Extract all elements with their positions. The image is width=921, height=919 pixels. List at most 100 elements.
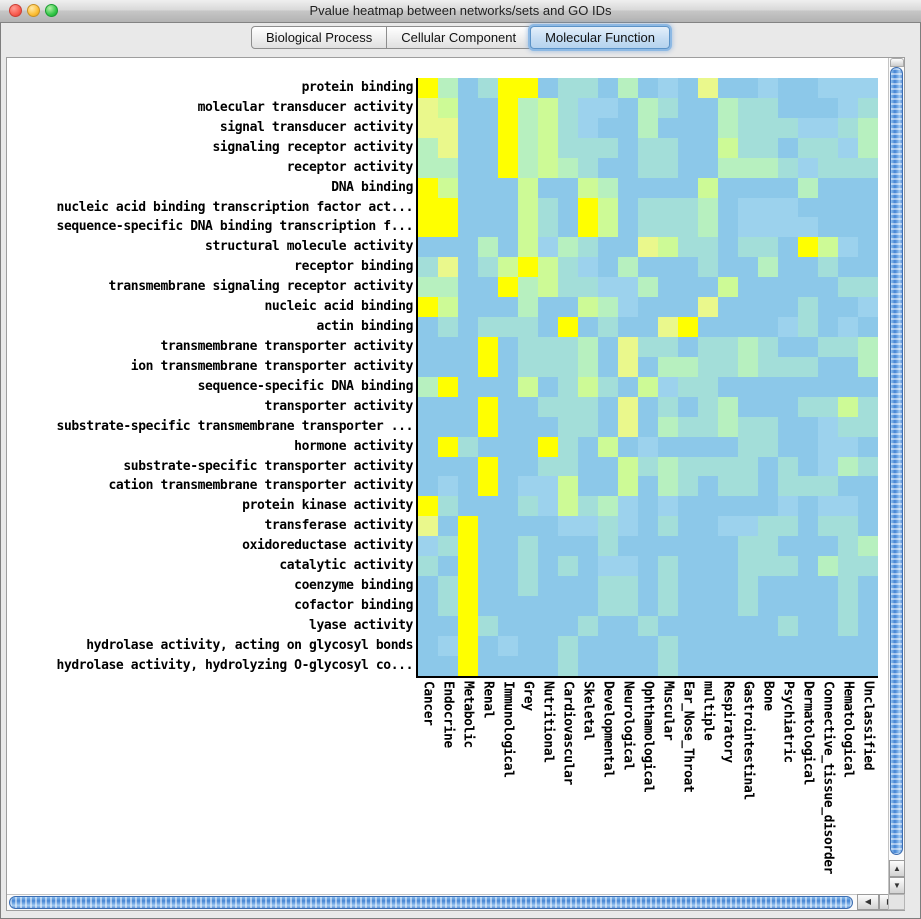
heatmap-cell (858, 655, 878, 676)
heatmap-cell (798, 376, 818, 397)
heatmap-cell (658, 217, 678, 238)
heatmap-cell (558, 396, 578, 417)
column-label: Endocrine (440, 681, 456, 748)
heatmap-cell (598, 117, 618, 138)
horizontal-scrollbar[interactable]: ◀ ▶ (7, 894, 905, 910)
heatmap-cell (418, 576, 438, 596)
heatmap-cell (438, 317, 458, 337)
heatmap-cell (818, 396, 838, 417)
tab-cellular-component[interactable]: Cellular Component (386, 26, 532, 49)
heatmap-cell (798, 317, 818, 337)
heatmap-cell (678, 496, 698, 517)
heatmap-cell (858, 595, 878, 616)
heatmap-cell (798, 456, 818, 477)
vertical-scrollbar-thumb[interactable] (890, 67, 903, 855)
heatmap-grid (416, 78, 878, 678)
heatmap-cell (458, 396, 478, 417)
column-label: Respiratory (720, 681, 736, 763)
heatmap-cell (718, 436, 738, 457)
heatmap-cell (518, 177, 538, 198)
heatmap-cell (438, 197, 458, 218)
heatmap-cell (498, 157, 518, 178)
heatmap-cell (658, 456, 678, 477)
column-label: Hematological (840, 681, 856, 778)
heatmap-cell (718, 396, 738, 417)
heatmap-cell (558, 635, 578, 656)
heatmap-cell (638, 356, 658, 377)
heatmap-cell (658, 635, 678, 656)
close-icon[interactable] (9, 4, 22, 17)
heatmap-cell (698, 556, 718, 577)
heatmap-cell (458, 297, 478, 318)
heatmap-cell (458, 576, 478, 596)
heatmap-cell (678, 356, 698, 377)
scroll-up-icon[interactable]: ▲ (889, 860, 905, 877)
scroll-left-icon[interactable]: ◀ (857, 894, 879, 910)
heatmap-cell (778, 576, 798, 596)
traffic-lights (9, 4, 58, 17)
heatmap-cell (558, 376, 578, 397)
column-label: Psychiatric (780, 681, 796, 763)
heatmap-cell (678, 336, 698, 357)
heatmap-cell (538, 356, 558, 377)
row-label: substrate-specific transmembrane transpo… (56, 418, 414, 434)
heatmap-cell (458, 556, 478, 577)
heatmap-cell (538, 615, 558, 636)
heatmap-cell (538, 217, 558, 238)
heatmap-cell (738, 595, 758, 616)
heatmap-cell (478, 97, 498, 118)
heatmap-cell (818, 97, 838, 118)
window-titlebar[interactable]: Pvalue heatmap between networks/sets and… (0, 0, 921, 23)
heatmap-cell (778, 476, 798, 497)
heatmap-cell (698, 177, 718, 198)
heatmap-cell (618, 595, 638, 616)
heatmap-cell (858, 456, 878, 477)
heatmap-cell (558, 476, 578, 497)
zoom-icon[interactable] (45, 4, 58, 17)
row-label: ion transmembrane transporter activity (130, 358, 414, 374)
heatmap-cell (618, 456, 638, 477)
heatmap-cell (678, 97, 698, 118)
heatmap-cell (478, 356, 498, 377)
heatmap-cell (478, 556, 498, 577)
heatmap-cell (538, 595, 558, 616)
heatmap-cell (618, 317, 638, 337)
heatmap-cell (738, 376, 758, 397)
vertical-scrollbar[interactable]: ▲ ▼ (888, 58, 905, 894)
heatmap-cell (758, 177, 778, 198)
heatmap-cell (858, 476, 878, 497)
tab-biological-process[interactable]: Biological Process (251, 26, 388, 49)
heatmap-cell (638, 595, 658, 616)
heatmap-cell (698, 257, 718, 278)
heatmap-cell (418, 615, 438, 636)
row-label: signal transducer activity (219, 119, 413, 135)
heatmap-cell (798, 117, 818, 138)
heatmap-cell (558, 456, 578, 477)
heatmap-cell (638, 396, 658, 417)
scroll-down-icon[interactable]: ▼ (889, 877, 905, 894)
heatmap-cell (498, 336, 518, 357)
heatmap-cell (438, 635, 458, 656)
heatmap-cell (558, 197, 578, 218)
heatmap-panel: protein binding molecular transducer acti… (6, 57, 905, 911)
heatmap-cell (818, 257, 838, 278)
heatmap-cell (578, 635, 598, 656)
heatmap-cell (498, 177, 518, 198)
heatmap-cell (578, 257, 598, 278)
heatmap-cell (518, 297, 538, 318)
heatmap-cell (798, 336, 818, 357)
heatmap-cell (518, 137, 538, 158)
heatmap-cell (578, 317, 598, 337)
tab-molecular-function[interactable]: Molecular Function (530, 26, 670, 49)
heatmap-cell (518, 157, 538, 178)
heatmap-cell (838, 436, 858, 457)
heatmap-cell (638, 336, 658, 357)
heatmap-cell (558, 436, 578, 457)
heatmap-cell (838, 356, 858, 377)
heatmap-cell (578, 576, 598, 596)
heatmap-cell (838, 516, 858, 537)
heatmap-cell (658, 257, 678, 278)
heatmap-cell (558, 615, 578, 636)
minimize-icon[interactable] (27, 4, 40, 17)
horizontal-scrollbar-thumb[interactable] (9, 896, 853, 909)
